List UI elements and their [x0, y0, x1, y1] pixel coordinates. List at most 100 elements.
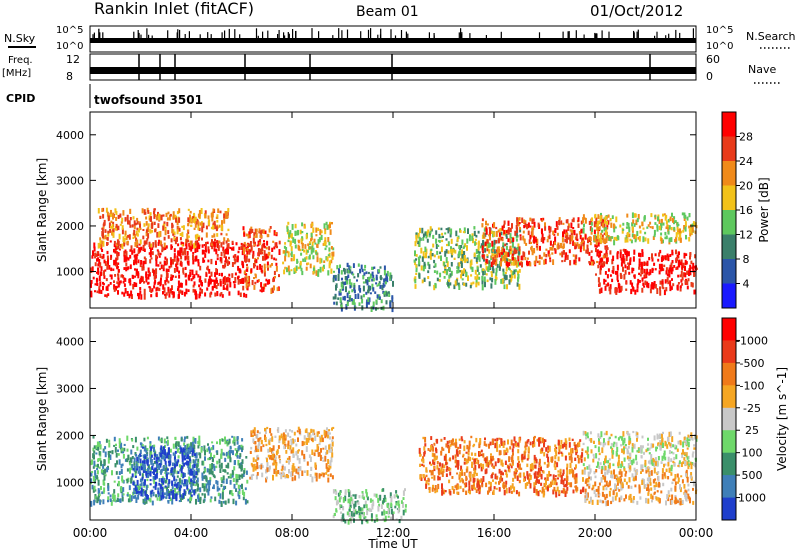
data-cell [266, 240, 269, 246]
data-cell [197, 237, 200, 241]
data-cell [532, 442, 534, 448]
data-cell [273, 230, 276, 236]
data-cell [393, 494, 396, 499]
data-cell [505, 246, 508, 251]
data-cell [120, 274, 123, 278]
nsky-tick-top: 10^5 [56, 25, 83, 36]
data-cell [285, 247, 288, 252]
data-cell [141, 265, 144, 271]
data-cell [467, 489, 470, 494]
data-cell [316, 243, 319, 248]
data-cell [136, 268, 138, 275]
data-cell [614, 226, 617, 229]
freq-trace [90, 54, 696, 80]
data-cell [223, 213, 226, 219]
data-cell [456, 472, 459, 475]
data-cell [309, 434, 312, 439]
data-cell [658, 270, 661, 275]
data-cell [208, 219, 211, 225]
data-cell [588, 261, 591, 264]
data-cell [429, 461, 431, 465]
data-cell [505, 233, 508, 237]
data-cell [216, 441, 218, 445]
data-cell [189, 459, 192, 464]
data-cell [346, 268, 349, 274]
data-cell [274, 276, 276, 279]
data-cell [474, 238, 477, 241]
data-cell [280, 473, 283, 480]
data-cell [595, 241, 598, 246]
data-cell [588, 251, 591, 256]
data-cell [670, 286, 673, 290]
data-cell [315, 472, 318, 478]
data-cell [625, 226, 628, 229]
nsky-spike [228, 28, 230, 38]
data-cell [624, 269, 627, 275]
data-cell [134, 268, 136, 271]
data-cell [422, 265, 425, 272]
data-cell [168, 293, 171, 298]
data-cell [500, 231, 503, 236]
data-cell [132, 495, 135, 499]
data-cell [665, 270, 668, 275]
data-cell [469, 284, 472, 289]
data-cell [354, 500, 357, 507]
data-cell [556, 232, 559, 236]
data-cell [651, 226, 654, 230]
data-cell [503, 255, 506, 261]
data-cell [566, 475, 569, 482]
data-cell [488, 227, 491, 230]
data-cell [571, 236, 574, 242]
data-cell [425, 483, 428, 489]
data-cell [310, 249, 313, 255]
data-cell [493, 222, 496, 228]
data-cell [561, 444, 564, 449]
data-cell [478, 491, 481, 494]
data-cell [211, 463, 214, 469]
data-cell [467, 275, 469, 281]
data-cell [165, 292, 168, 296]
data-cell [344, 281, 347, 285]
data-cell [604, 271, 607, 275]
data-cell [465, 282, 468, 287]
data-cell [131, 473, 134, 478]
data-cell [375, 282, 378, 285]
colorbar-segment [722, 210, 736, 235]
data-cell [124, 217, 127, 222]
data-cell [517, 449, 520, 454]
data-cell [111, 450, 114, 455]
data-cell [104, 269, 107, 272]
data-cell [439, 462, 441, 467]
data-cell [253, 427, 256, 432]
data-cell [284, 429, 287, 433]
data-cell [427, 270, 430, 274]
data-cell [290, 257, 293, 262]
data-cell [120, 468, 123, 474]
data-cell [390, 516, 392, 520]
data-cell [637, 236, 640, 240]
data-cell [510, 261, 513, 266]
data-cell [145, 471, 148, 476]
data-cell [183, 462, 186, 467]
data-cell [158, 482, 161, 486]
data-cell [671, 212, 673, 217]
data-cell [113, 248, 115, 253]
data-cell [186, 460, 189, 466]
data-cell [127, 220, 129, 225]
data-cell [274, 459, 277, 464]
data-cell [179, 451, 182, 454]
data-cell [571, 468, 573, 474]
data-cell [456, 269, 459, 274]
data-cell [205, 249, 207, 253]
data-cell [665, 226, 668, 230]
data-cell [659, 289, 662, 296]
data-cell [163, 438, 166, 444]
data-cell [189, 210, 192, 214]
data-cell [473, 467, 476, 471]
data-cell [233, 254, 236, 261]
data-cell [197, 445, 200, 449]
data-cell [332, 275, 335, 279]
data-cell [350, 283, 353, 286]
data-cell [125, 236, 128, 240]
data-cell [341, 284, 344, 289]
